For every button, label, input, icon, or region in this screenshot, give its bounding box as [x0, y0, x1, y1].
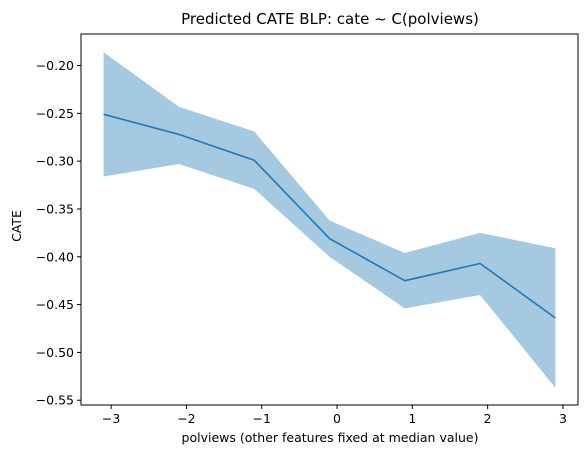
x-tick-label: −3 — [102, 411, 120, 426]
y-tick-label: −0.45 — [36, 297, 74, 312]
x-tick-label: 3 — [559, 411, 567, 426]
x-tick-label: 2 — [484, 411, 492, 426]
x-tick-label: −1 — [253, 411, 271, 426]
x-tick-label: −2 — [177, 411, 195, 426]
y-axis-ticks: −0.20 −0.25 −0.30 −0.35 −0.40 −0.45 −0.50 −0.55 — [36, 58, 81, 408]
y-tick-label: −0.25 — [36, 106, 74, 121]
y-tick-label: −0.35 — [36, 201, 74, 216]
plot-frame — [80, 33, 579, 406]
confidence-band — [103, 52, 556, 388]
y-tick-label: −0.30 — [36, 154, 74, 169]
x-tick-label: 0 — [333, 411, 341, 426]
x-axis-ticks: −3 −2 −1 0 1 2 3 — [102, 405, 567, 426]
y-tick-label: −0.20 — [36, 58, 74, 73]
y-tick-label: −0.50 — [36, 345, 74, 360]
x-tick-label: 1 — [408, 411, 416, 426]
y-tick-label: −0.55 — [36, 393, 74, 408]
y-tick-label: −0.40 — [36, 249, 74, 264]
x-axis-label: polviews (other features fixed at median… — [182, 430, 479, 445]
y-axis-label: CATE — [9, 210, 24, 242]
chart-title: Predicted CATE BLP: cate ~ C(polviews) — [181, 10, 479, 28]
plot-area — [80, 33, 579, 406]
